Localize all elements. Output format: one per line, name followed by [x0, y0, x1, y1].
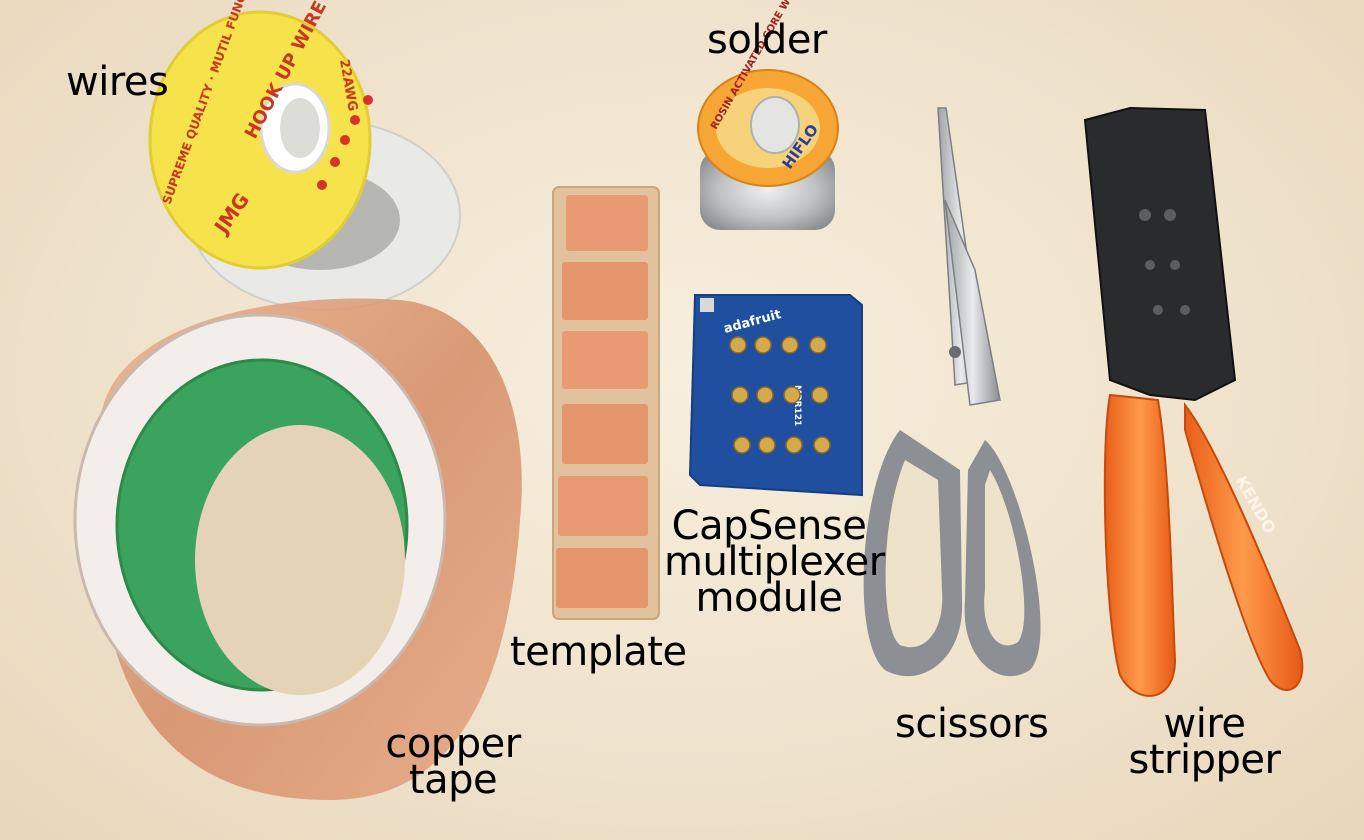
- scissors-label-text: scissors: [895, 701, 1049, 747]
- copper-template: [552, 186, 660, 620]
- copper-tape-label-line2: tape: [408, 757, 498, 803]
- scissors-label: scissors: [895, 701, 1049, 747]
- wire-stripper: KENDO: [1083, 106, 1304, 697]
- wire-stripper-label: wire stripper: [1122, 701, 1287, 783]
- wire-spool: HOOK UP WIRE SUPREME QUALITY · MUTIL FUN…: [148, 0, 461, 311]
- copper-tape-label: copper tape: [378, 721, 528, 803]
- board-pads-icon: [729, 336, 831, 454]
- wires-label: wires: [66, 59, 169, 105]
- capsense-label-line3: module: [695, 575, 843, 621]
- solder-label-text: solder: [707, 17, 827, 63]
- capsense-label-line1: CapSense: [671, 503, 867, 549]
- wires-label-text: wires: [66, 59, 169, 105]
- template-label-text: template: [510, 629, 687, 675]
- solder-label: solder: [707, 17, 827, 63]
- scissors: [863, 107, 1041, 677]
- board-chip-text: MPR121: [792, 385, 802, 426]
- stripper-holes-icon: [1139, 209, 1190, 315]
- capsense-board: adafruit MPR121: [688, 294, 863, 497]
- capsense-label-line2: multiplexer: [664, 539, 885, 585]
- spool-stars-icon: [317, 95, 373, 190]
- copper-tape-label-line1: copper: [385, 721, 521, 767]
- capsense-label: CapSense multiplexer module: [664, 503, 885, 621]
- copper-tape-roll: [73, 298, 522, 800]
- wire-stripper-label-line2: stripper: [1128, 737, 1281, 783]
- wire-stripper-label-line1: wire: [1163, 701, 1246, 747]
- template-label: template: [510, 629, 687, 675]
